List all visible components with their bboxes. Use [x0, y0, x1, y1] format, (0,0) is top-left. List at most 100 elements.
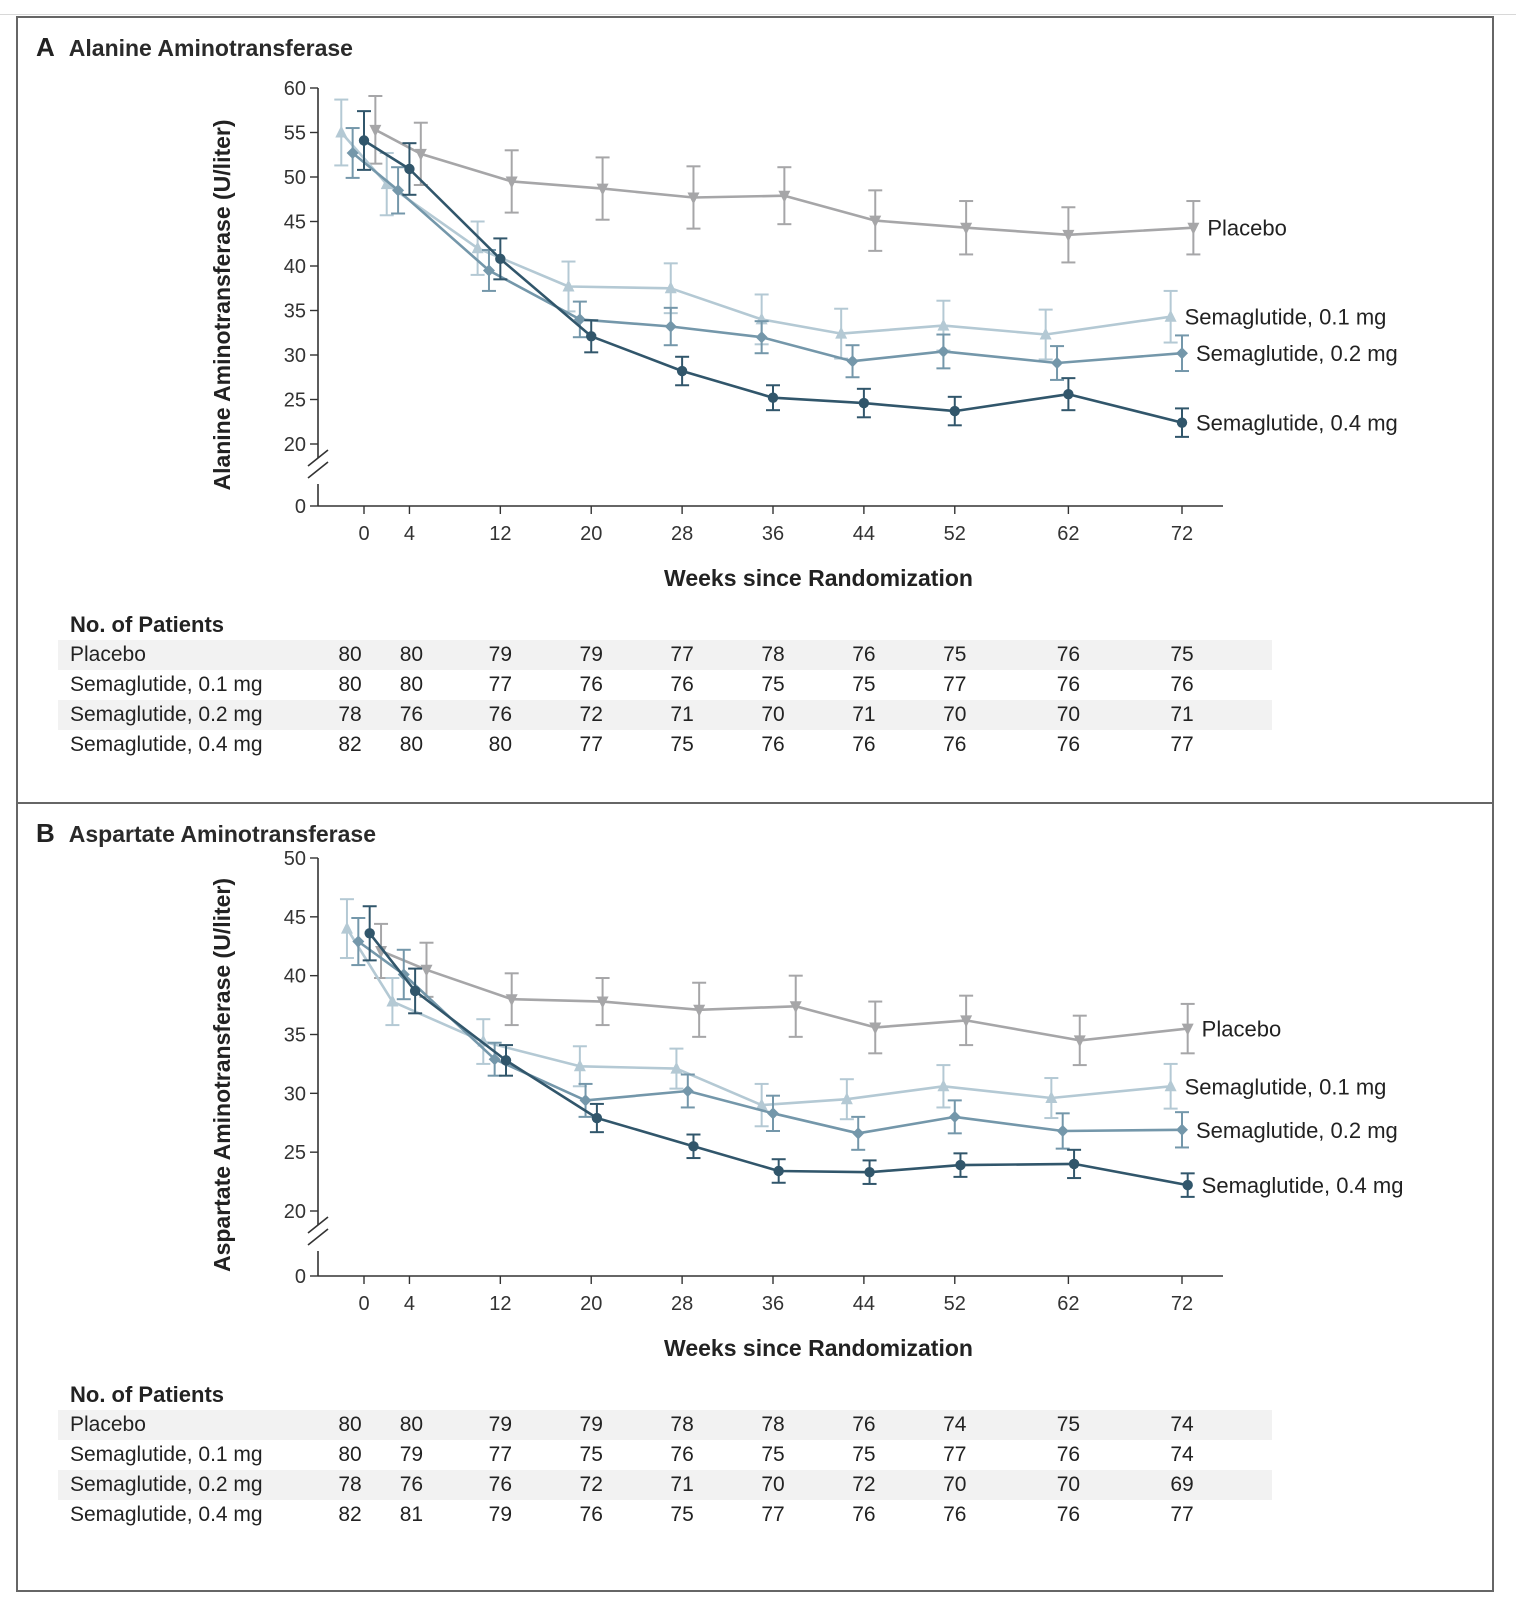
patients-count-cell: 70	[761, 703, 785, 726]
patients-count-cell: 77	[943, 673, 967, 696]
patients-count-cell: 80	[488, 733, 512, 756]
patients-count-cell: 79	[399, 1443, 424, 1466]
x-tick-label: 12	[489, 523, 511, 545]
patients-count-cell: 72	[579, 1473, 603, 1496]
y-tick-label: 0	[295, 496, 306, 518]
patients-count-cell: 76	[1056, 1443, 1081, 1466]
data-point	[386, 994, 399, 1007]
patients-count-cell: 76	[1056, 733, 1081, 756]
patients-count-cell: 74	[1170, 1413, 1194, 1436]
series-semaglutide-0-1-mg	[334, 98, 1178, 361]
series-label-semaglutide-0-1-mg: Semaglutide, 0.1 mg	[1185, 305, 1387, 330]
data-point	[488, 1053, 501, 1066]
x-tick-label: 28	[671, 1293, 693, 1315]
data-point	[335, 125, 348, 138]
patients-count-cell: 72	[852, 1473, 876, 1496]
data-point	[1176, 1123, 1188, 1136]
patients-count-cell: 77	[488, 1443, 512, 1466]
patients-row-label: Semaglutide, 0.2 mg	[70, 1473, 263, 1496]
series-line	[340, 131, 1171, 336]
data-point	[778, 190, 791, 203]
patients-count-cell: 70	[1056, 1473, 1081, 1496]
series-semaglutide-0-2-mg	[345, 127, 1189, 381]
data-point	[949, 405, 960, 417]
patients-count-cell: 75	[1170, 643, 1194, 666]
patients-count-cell: 76	[399, 703, 424, 726]
data-point	[409, 985, 421, 997]
data-point	[1062, 229, 1075, 242]
y-tick-label: 20	[284, 434, 306, 456]
panel-b-heading: B Aspartate Aminotransferase	[36, 818, 376, 849]
patients-count-cell: 76	[488, 1473, 512, 1496]
axis-break-mark	[307, 1228, 329, 1246]
series-line	[368, 932, 1188, 1187]
data-point	[1187, 222, 1200, 235]
x-tick-label: 62	[1057, 1293, 1079, 1315]
patients-row-semaglutide-0-2-mg: Semaglutide, 0.2 mg 78 76 76 72 71 70 72 70 70 69	[58, 1470, 1272, 1500]
patients-count-cell: 77	[670, 643, 694, 666]
x-tick-label: 72	[1171, 523, 1193, 545]
panel-a-letter: A	[36, 32, 55, 62]
data-point	[693, 1004, 706, 1017]
y-tick-label: 55	[284, 123, 306, 145]
data-point	[1051, 357, 1064, 370]
patients-count-cell: 76	[852, 643, 876, 666]
data-point	[414, 148, 427, 161]
patients-count-cell: 77	[1170, 733, 1194, 756]
data-point	[596, 996, 609, 1009]
x-tick-label: 52	[944, 1293, 966, 1315]
y-tick-label: 50	[284, 167, 306, 189]
data-point	[1182, 1179, 1193, 1191]
series-label-placebo: Placebo	[1207, 216, 1287, 241]
data-point	[789, 1001, 802, 1014]
patients-table-header: No. of Patients	[70, 612, 225, 637]
data-point	[858, 397, 870, 409]
patients-count-cell: 76	[1056, 673, 1081, 696]
x-tick-label: 36	[762, 523, 784, 545]
patients-count-cell: 75	[579, 1443, 603, 1466]
axes: 0 20 25 30 35 40 45 50 55 60 0 4 12 20 28 36 44 52 62 72	[284, 78, 1223, 545]
panel-b: B Aspartate Aminotransferase 0 20 25 30 35 40 4…	[16, 802, 1494, 1592]
data-point	[471, 241, 484, 254]
patients-count-cell: 78	[761, 643, 785, 666]
data-point	[1063, 388, 1074, 400]
data-point	[364, 928, 375, 939]
patients-count-cell: 76	[399, 1473, 424, 1496]
data-point	[767, 1107, 779, 1120]
data-point	[687, 192, 700, 205]
patients-count-cell: 77	[943, 1443, 967, 1466]
patients-count-cell: 80	[399, 673, 424, 696]
x-tick-label: 20	[580, 1293, 602, 1315]
patients-row-placebo: Placebo 80 80 79 79 77 78 76 75 76 75	[58, 640, 1272, 670]
alt-chart: 0 20 25 30 35 40 45 50 55 60 0 4 12 20 28 36 44 52 62 72 Wee…	[209, 78, 1398, 591]
data-point	[562, 279, 575, 292]
y-tick-label: 45	[284, 907, 306, 929]
data-point	[937, 318, 950, 331]
data-point	[1164, 309, 1177, 322]
x-tick-label: 52	[944, 523, 966, 545]
series-line	[345, 927, 1171, 1107]
patients-count-cell: 75	[670, 1503, 694, 1526]
data-point	[340, 921, 353, 934]
patients-row-semaglutide-0-1-mg: Semaglutide, 0.1 mg 80 80 77 76 76 75 75 77 76 76	[58, 670, 1272, 700]
patients-count-cell: 78	[338, 703, 362, 726]
patients-count-cell: 80	[399, 1413, 424, 1436]
data-point	[591, 1112, 603, 1124]
x-tick-label: 0	[358, 1293, 369, 1315]
ast-patients-table: No. of Patients Placebo 80 80 79 79 78 78 76 74 7…	[58, 1380, 1272, 1530]
patients-count-cell: 75	[943, 643, 967, 666]
patients-count-cell: 71	[852, 703, 876, 726]
patients-row-semaglutide-0-4-mg: Semaglutide, 0.4 mg 82 80 80 77 75 76 76 76 76 77	[58, 730, 1272, 760]
x-axis-title: Weeks since Randomization	[664, 1335, 973, 1361]
patients-count-cell: 74	[1170, 1443, 1194, 1466]
patients-count-cell: 75	[761, 1443, 785, 1466]
x-tick-label: 62	[1057, 523, 1079, 545]
patients-count-cell: 78	[670, 1413, 694, 1436]
patients-row-label: Semaglutide, 0.1 mg	[70, 1443, 263, 1466]
y-tick-label: 25	[284, 390, 306, 412]
y-tick-label: 25	[284, 1142, 306, 1164]
patients-count-cell: 76	[852, 733, 876, 756]
data-point	[573, 1059, 586, 1072]
patients-count-cell: 80	[338, 643, 362, 666]
patients-row-semaglutide-0-4-mg: Semaglutide, 0.4 mg 82 81 79 76 75 77 76 76 76 77	[58, 1500, 1272, 1530]
